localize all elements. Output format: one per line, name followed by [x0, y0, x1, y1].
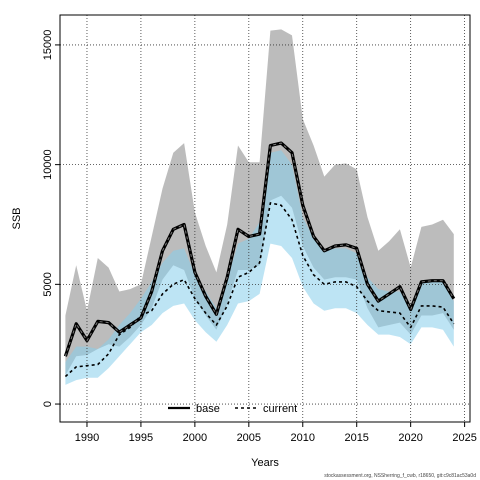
series-lines [63, 141, 456, 378]
y-tick-label-15000: 15000 [42, 30, 54, 61]
band-base [65, 29, 454, 376]
legend-label-current: current [263, 403, 297, 415]
y-tick-label-10000: 10000 [42, 149, 54, 180]
x-tick-label-1990: 1990 [75, 432, 99, 444]
y-axis: 0 5000 10000 15000 [42, 30, 60, 407]
y-tick-label-5000: 5000 [42, 272, 54, 296]
y-axis-title: SSB [11, 207, 23, 229]
x-axis: 1990 1995 2000 2005 2010 2015 2020 2025 [75, 422, 477, 444]
band-current [65, 150, 454, 385]
y-tick-label-0: 0 [42, 401, 54, 407]
plot-frame [59, 14, 471, 423]
x-tick-label-2010: 2010 [291, 432, 315, 444]
x-tick-label-2000: 2000 [183, 432, 207, 444]
x-tick-label-2005: 2005 [237, 432, 261, 444]
confidence-bands [65, 29, 454, 385]
x-tick-label-1995: 1995 [129, 432, 153, 444]
x-tick-label-2020: 2020 [398, 432, 422, 444]
grid-lines [60, 15, 470, 422]
x-axis-title: Years [251, 457, 279, 469]
watermark-text: stockassessment.org, NSSherring_f_cwb, r… [324, 473, 476, 479]
x-tick-label-2015: 2015 [344, 432, 368, 444]
x-tick-label-2025: 2025 [452, 432, 476, 444]
legend: base current [168, 403, 297, 415]
series-line-base-highlight [64, 142, 455, 357]
legend-label-base: base [196, 403, 220, 415]
series-line-current [64, 202, 455, 378]
